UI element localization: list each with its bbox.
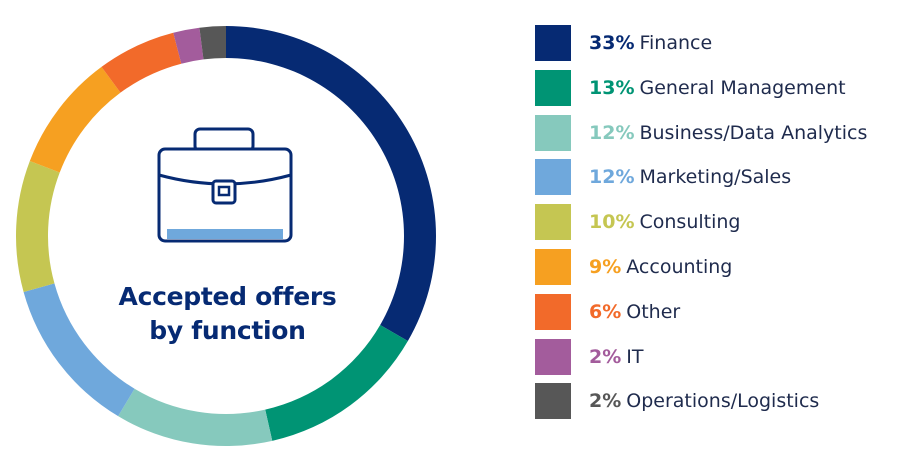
legend-percent: 33%	[589, 32, 635, 54]
legend-swatch	[535, 25, 571, 61]
legend-category: Other	[626, 300, 681, 323]
legend-swatch	[535, 293, 571, 330]
legend-item-general-management: 13% General Management	[535, 69, 915, 106]
legend-category: Consulting	[639, 211, 741, 234]
legend-percent: 12%	[589, 121, 635, 144]
donut-slice-other	[101, 32, 182, 93]
legend-item-other: 6% Other	[535, 293, 915, 330]
legend-category: Operations/Logistics	[626, 390, 820, 413]
legend-category: General Management	[639, 76, 846, 99]
donut-ring	[15, 26, 436, 446]
legend-label: 9% Accounting	[589, 249, 732, 285]
legend-percent: 9%	[589, 256, 622, 278]
legend-swatch	[535, 204, 571, 241]
donut-slice-consulting	[15, 161, 60, 292]
legend-label: 10% Consulting	[589, 204, 740, 240]
legend-percent: 10%	[589, 211, 635, 234]
legend-label: 13% General Management	[589, 70, 846, 106]
legend-swatch	[535, 338, 571, 375]
legend-category: IT	[626, 345, 644, 368]
donut-slice-marketing-sales	[23, 283, 135, 417]
legend-label: 33% Finance	[589, 25, 712, 61]
legend-percent: 6%	[589, 300, 622, 323]
legend-item-accounting: 9% Accounting	[535, 249, 915, 285]
donut-slice-general-management	[265, 325, 408, 441]
legend-label: 2% Operations/Logistics	[589, 383, 819, 419]
legend-percent: 2%	[589, 345, 622, 368]
chart-title: Accepted offers by function	[100, 280, 355, 348]
legend-item-finance: 33% Finance	[535, 25, 915, 61]
legend-swatch	[535, 383, 571, 420]
legend-item-it: 2% IT	[535, 338, 915, 375]
legend-category: Accounting	[626, 256, 733, 278]
briefcase-icon	[157, 127, 293, 243]
legend-percent: 12%	[589, 166, 635, 189]
legend-label: 6% Other	[589, 294, 680, 330]
legend-label: 12% Marketing/Sales	[589, 159, 791, 195]
legend-label: 2% IT	[589, 339, 643, 375]
donut-slice-finance	[226, 26, 436, 341]
donut-slice-it	[173, 27, 204, 64]
legend-category: Business/Data Analytics	[639, 121, 868, 144]
chart-title-line-1: Accepted offers	[118, 282, 337, 311]
legend-swatch	[535, 249, 571, 285]
legend-swatch	[535, 114, 571, 151]
legend-swatch	[535, 69, 571, 106]
legend-item-operations-logistics: 2% Operations/Logistics	[535, 383, 915, 420]
donut-slice-accounting	[29, 66, 121, 173]
legend-item-business-data-analytics: 12% Business/Data Analytics	[535, 114, 915, 151]
legend-swatch	[535, 159, 571, 196]
legend-percent: 13%	[589, 76, 635, 99]
legend-category: Finance	[639, 32, 713, 54]
donut-slice-operations-logistics	[199, 26, 226, 60]
legend-percent: 2%	[589, 390, 622, 413]
legend-label: 12% Business/Data Analytics	[589, 115, 867, 151]
chart-title-line-2: by function	[149, 316, 306, 345]
legend-category: Marketing/Sales	[639, 166, 792, 189]
donut-slice-business-data-analytics	[118, 388, 273, 446]
legend-item-consulting: 10% Consulting	[535, 204, 915, 241]
legend-item-marketing-sales: 12% Marketing/Sales	[535, 159, 915, 196]
